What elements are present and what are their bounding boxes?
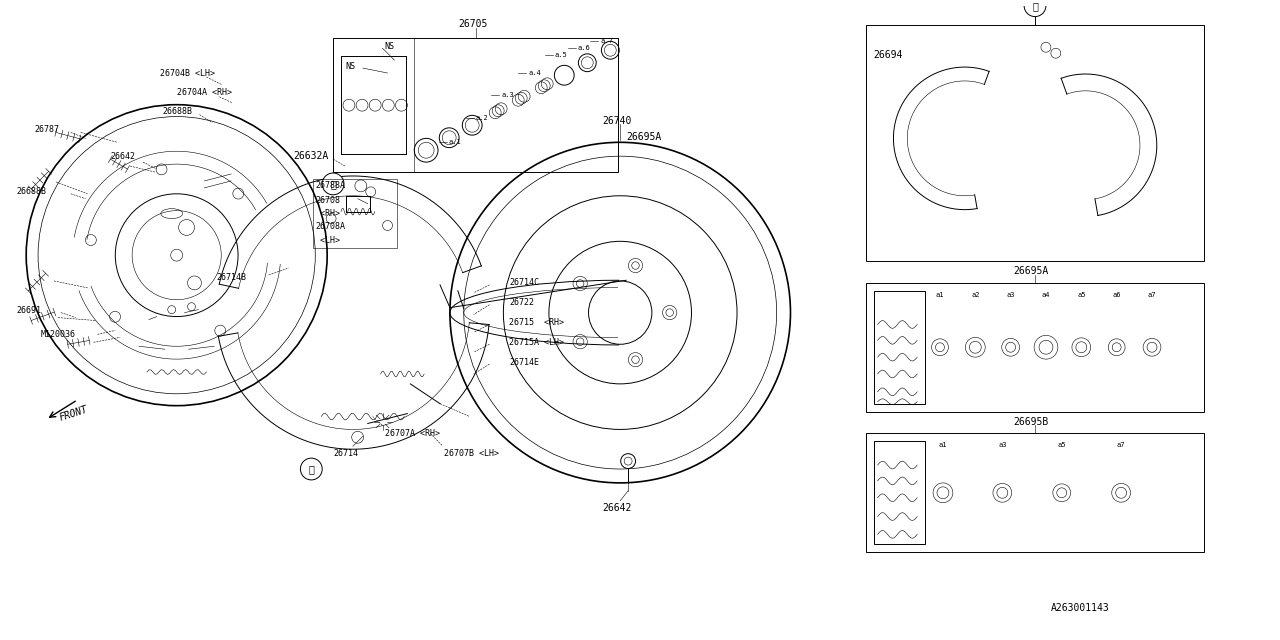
Text: a4: a4 — [1042, 292, 1050, 298]
Text: 26714: 26714 — [333, 449, 358, 458]
Text: a5: a5 — [1057, 442, 1066, 448]
Bar — [333, 38, 618, 172]
Text: 26691: 26691 — [17, 306, 41, 315]
Text: a1: a1 — [936, 292, 945, 298]
Text: A263001143: A263001143 — [1051, 603, 1110, 612]
Bar — [865, 283, 1204, 412]
Text: 26722: 26722 — [509, 298, 534, 307]
Text: 26708: 26708 — [315, 196, 340, 205]
Bar — [314, 179, 398, 248]
Text: NS: NS — [346, 61, 355, 70]
Text: a.4: a.4 — [529, 70, 541, 76]
Text: a2: a2 — [972, 292, 979, 298]
Text: 26704B <LH>: 26704B <LH> — [160, 68, 215, 77]
Text: 26704A <RH>: 26704A <RH> — [177, 88, 232, 97]
Text: a.2: a.2 — [476, 115, 489, 120]
Text: 26715A <LH>: 26715A <LH> — [509, 338, 564, 347]
Circle shape — [323, 173, 344, 195]
Text: 26695B: 26695B — [1014, 417, 1048, 426]
Bar — [874, 291, 925, 404]
Text: 26688B: 26688B — [163, 107, 193, 116]
Text: 26788A: 26788A — [315, 181, 346, 190]
Text: 26740: 26740 — [603, 116, 632, 125]
Text: 26715  <RH>: 26715 <RH> — [509, 318, 564, 327]
Circle shape — [170, 249, 183, 261]
Text: 26695A: 26695A — [626, 132, 662, 142]
Text: 26787: 26787 — [35, 125, 59, 134]
Bar — [865, 433, 1204, 552]
Text: a.7: a.7 — [600, 38, 613, 44]
Text: a6: a6 — [1112, 292, 1121, 298]
Text: 26688B: 26688B — [17, 188, 46, 196]
Text: NS: NS — [384, 42, 394, 51]
Text: 26642: 26642 — [603, 502, 632, 513]
Text: 26632A: 26632A — [293, 151, 329, 161]
Text: ①: ① — [330, 179, 337, 189]
Text: 26707B <LH>: 26707B <LH> — [444, 449, 499, 458]
Text: a7: a7 — [1117, 442, 1125, 448]
Text: a3: a3 — [998, 442, 1006, 448]
Text: a.6: a.6 — [577, 45, 590, 51]
Text: <LH>: <LH> — [315, 236, 340, 245]
Text: a.3: a.3 — [502, 92, 515, 98]
Bar — [865, 26, 1204, 261]
Text: 26705: 26705 — [458, 19, 488, 29]
Text: <RH>: <RH> — [315, 209, 340, 218]
Circle shape — [301, 458, 323, 480]
Text: 26708A: 26708A — [315, 222, 346, 231]
Text: 26714E: 26714E — [509, 358, 539, 367]
Text: 26714B: 26714B — [216, 273, 246, 282]
Text: ①: ① — [308, 464, 315, 474]
Text: a7: a7 — [1148, 292, 1156, 298]
Text: M120036: M120036 — [41, 330, 76, 339]
Text: a5: a5 — [1076, 292, 1085, 298]
Bar — [874, 442, 925, 544]
Text: 26707A <RH>: 26707A <RH> — [384, 429, 439, 438]
Text: a1: a1 — [938, 442, 947, 448]
Text: 26642: 26642 — [110, 152, 136, 161]
Text: FRONT: FRONT — [58, 404, 88, 423]
Text: 26714C: 26714C — [509, 278, 539, 287]
Text: a.5: a.5 — [554, 52, 567, 58]
Text: a3: a3 — [1006, 292, 1015, 298]
Text: 26695A: 26695A — [1014, 266, 1048, 276]
Text: ①: ① — [1032, 1, 1038, 11]
Text: a.1: a.1 — [449, 140, 462, 145]
Text: 26694: 26694 — [874, 50, 902, 60]
Circle shape — [1024, 0, 1046, 17]
